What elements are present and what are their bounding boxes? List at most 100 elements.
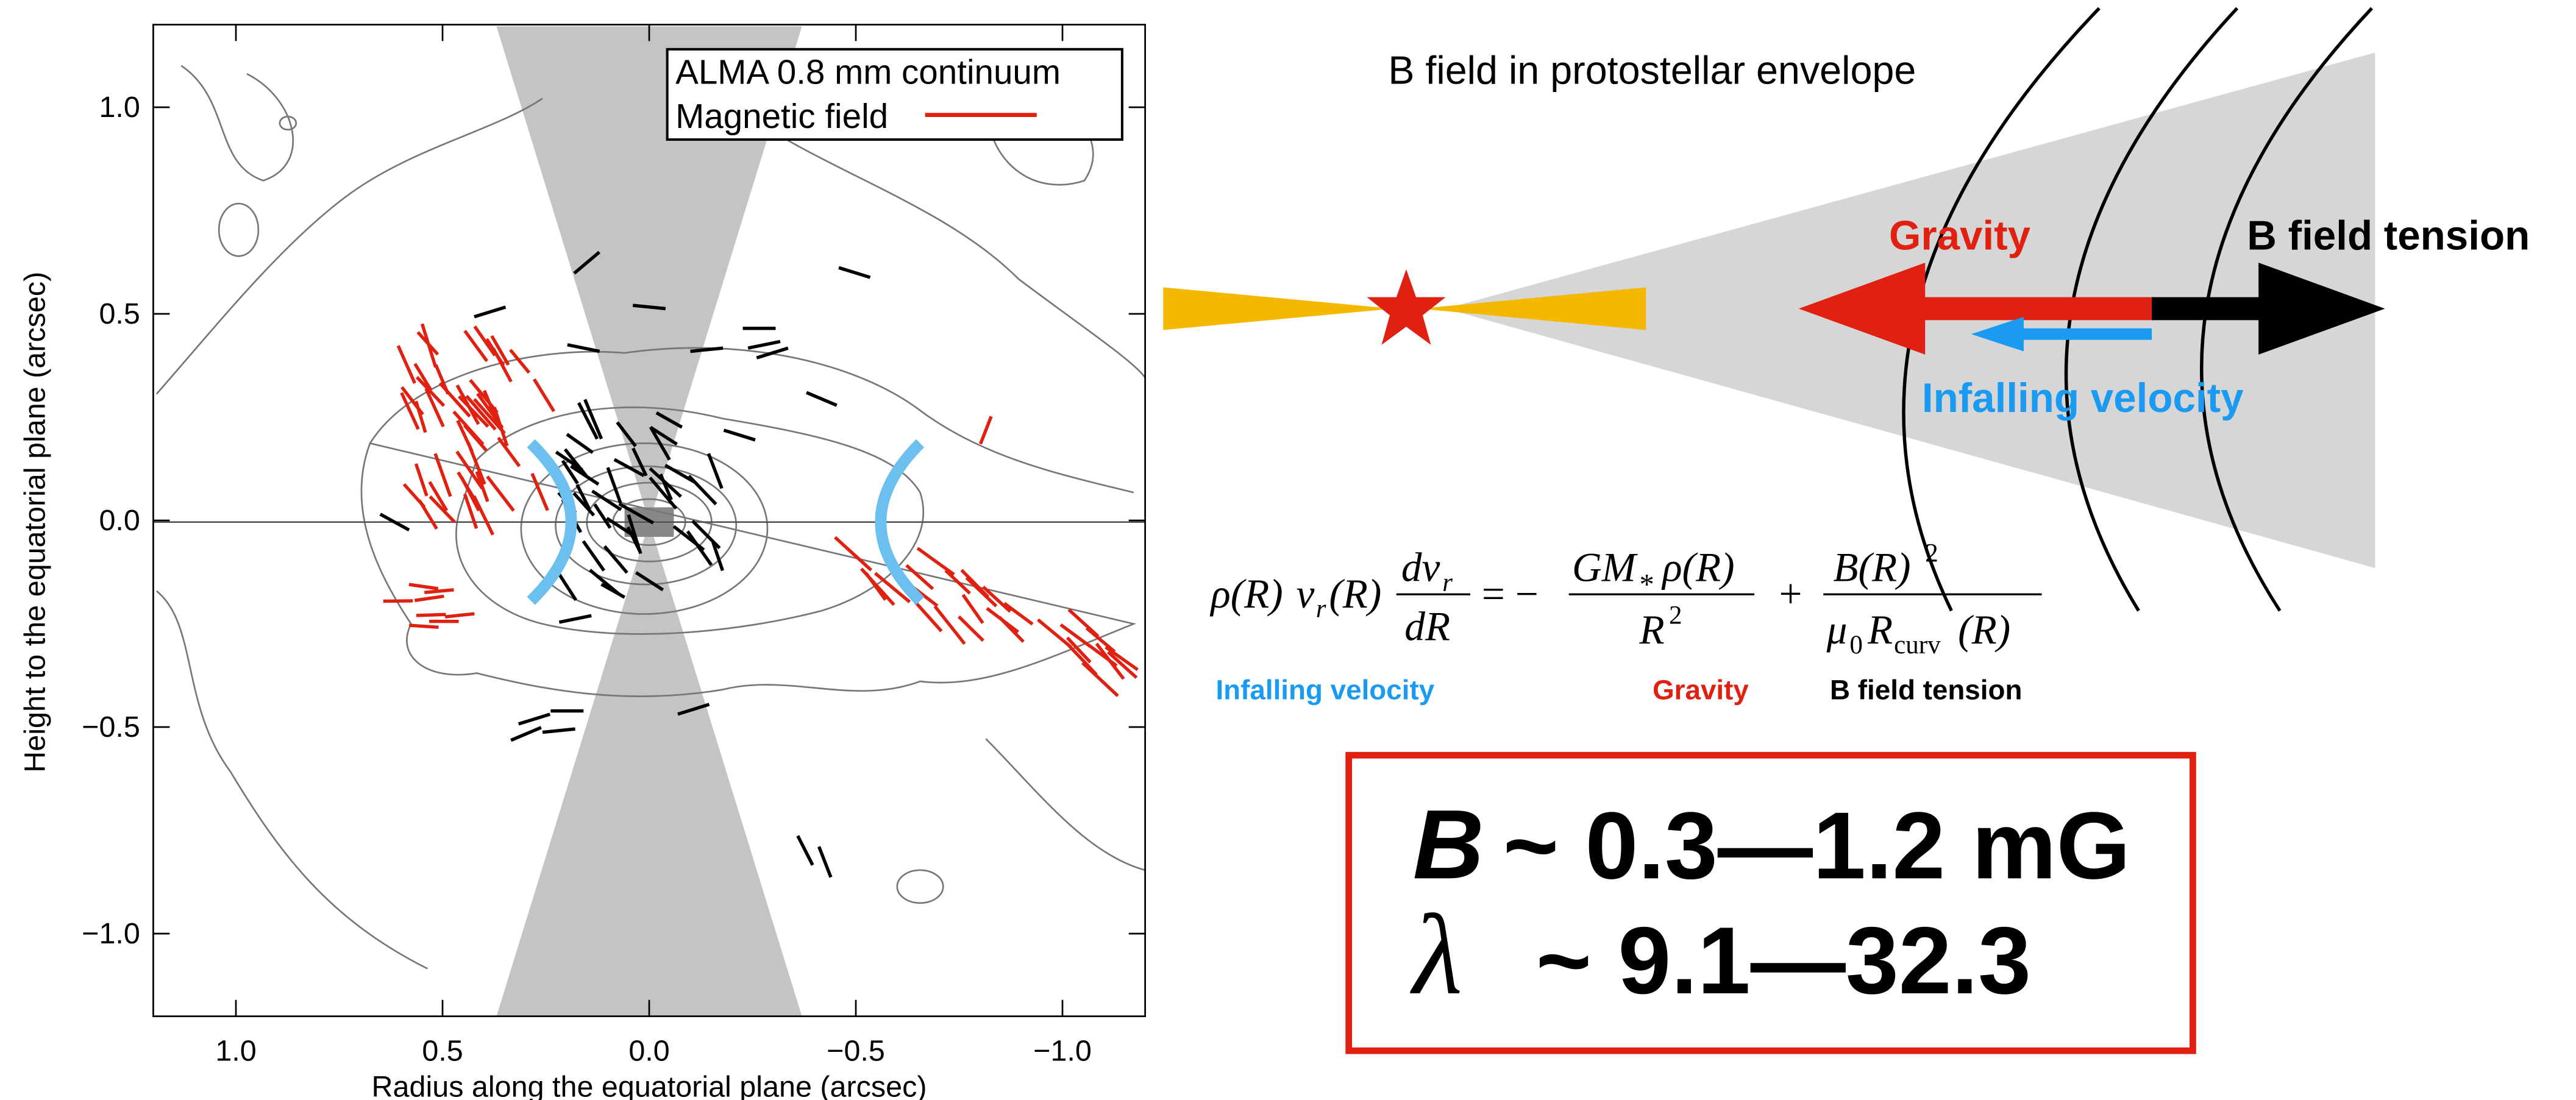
segment	[1000, 617, 1023, 642]
gravity-arrow	[1889, 297, 2155, 321]
segment	[583, 541, 604, 570]
segment	[543, 729, 575, 732]
segment	[465, 331, 487, 361]
tension-arrow	[2152, 297, 2275, 321]
eq-part: (R)	[1958, 607, 2010, 653]
field-vectors	[380, 252, 1138, 878]
segment	[487, 477, 513, 511]
segment	[806, 392, 837, 405]
x-axis-label: Radius along the equatorial plane (arcse…	[372, 1071, 927, 1100]
x-tick-label: 0.0	[628, 1034, 669, 1067]
segment	[474, 307, 505, 317]
plot-panel: ALMA 0.8 mm continuum Magnetic field 1.0…	[19, 24, 1145, 1100]
infall-arrow	[2017, 328, 2152, 340]
segment	[798, 836, 813, 865]
segment	[963, 595, 983, 623]
segment	[409, 584, 438, 589]
segment	[415, 596, 444, 600]
segment	[1038, 620, 1072, 647]
equation: ρ(R) v r (R) dv r dR = − GM * ρ(R) R 2 +…	[1209, 539, 2041, 659]
segment	[748, 341, 780, 348]
page: {"plot": {"xlim": [1.2, -1.2], "ylim": […	[0, 0, 2576, 1100]
eq-part: v	[1296, 571, 1314, 617]
x-tick-label: 0.5	[422, 1034, 463, 1067]
eq-part: (R)	[1329, 571, 1381, 617]
eq-part: r	[1316, 595, 1326, 623]
segment	[409, 625, 438, 627]
segment	[595, 505, 610, 528]
segment	[567, 435, 592, 453]
tension-label: B field tension	[2247, 213, 2530, 258]
eq-part: 2	[1669, 601, 1682, 630]
star	[1367, 269, 1445, 345]
lambda-range: ~ 9.1—32.3	[1536, 908, 2031, 1014]
eq-part: curv	[1894, 631, 1941, 659]
y-tick-label: 0.5	[99, 297, 140, 330]
eq-part: *	[1640, 569, 1654, 601]
y-tick-label: 1.0	[99, 91, 140, 124]
segment	[559, 616, 591, 622]
segment	[485, 391, 500, 428]
segment	[498, 438, 519, 466]
term-label: Gravity	[1653, 675, 1749, 706]
segment	[445, 614, 474, 617]
eq-part: R	[1639, 607, 1665, 653]
eq-part: dv	[1401, 545, 1440, 591]
segment	[839, 268, 870, 277]
x-tick-label: 1.0	[215, 1034, 256, 1067]
diagram-title: B field in protostellar envelope	[1388, 48, 1916, 92]
segment	[416, 464, 427, 496]
segment	[534, 379, 553, 411]
term-label: Infalling velocity	[1215, 675, 1434, 706]
eq-part: r	[1442, 569, 1453, 597]
segment	[724, 430, 755, 440]
lambda-symbol: λ	[1410, 891, 1463, 1018]
eq-part: 2	[1925, 539, 1938, 567]
segment	[1004, 603, 1032, 624]
segment	[511, 728, 541, 740]
eq-part: +	[1779, 571, 1802, 617]
eq-part: μ	[1826, 607, 1848, 653]
eq-part: R	[1867, 607, 1893, 653]
y-tick-label: −1.0	[82, 917, 140, 950]
segment	[568, 345, 600, 352]
segment	[608, 467, 621, 503]
segment	[915, 602, 941, 631]
gravity-label: Gravity	[1889, 213, 2031, 258]
segment	[404, 484, 425, 508]
segment	[605, 546, 627, 573]
y-tick-label: −0.5	[82, 711, 140, 743]
eq-part: ρ(R)	[1661, 545, 1734, 591]
segment	[416, 614, 446, 616]
segment	[436, 364, 448, 394]
infall-label: Infalling velocity	[1922, 375, 2244, 421]
b-range: ~ 0.3—1.2 mG	[1503, 793, 2130, 899]
b-symbol: B	[1413, 790, 1484, 900]
segment	[510, 350, 529, 372]
segment	[935, 606, 965, 644]
disk	[1163, 287, 1393, 330]
diagram-panel: B field in protostellar envelope Gravity…	[1163, 8, 2530, 1051]
figure: ALMA 0.8 mm continuum Magnetic field 1.0…	[0, 0, 2576, 1100]
eq-part: GM	[1572, 545, 1638, 591]
segment	[424, 590, 454, 592]
segment	[565, 449, 587, 477]
segment	[602, 584, 625, 597]
x-tick-label: −0.5	[827, 1034, 885, 1067]
segment	[819, 846, 831, 877]
segment	[519, 714, 550, 724]
eq-part: ρ(R)	[1209, 571, 1283, 617]
segment	[398, 346, 415, 383]
segment	[981, 416, 992, 444]
segment	[418, 332, 438, 355]
y-tick-label: 0.0	[99, 504, 140, 537]
legend-label: Magnetic field	[675, 97, 888, 135]
eq-part: 0	[1849, 631, 1863, 659]
x-tick-label: −1.0	[1033, 1034, 1092, 1067]
segment	[917, 548, 954, 575]
segment	[474, 496, 493, 535]
term-label: B field tension	[1830, 675, 2022, 706]
eq-part: B(R)	[1833, 545, 1910, 591]
eq-part: dR	[1404, 604, 1450, 650]
segment	[532, 474, 547, 511]
